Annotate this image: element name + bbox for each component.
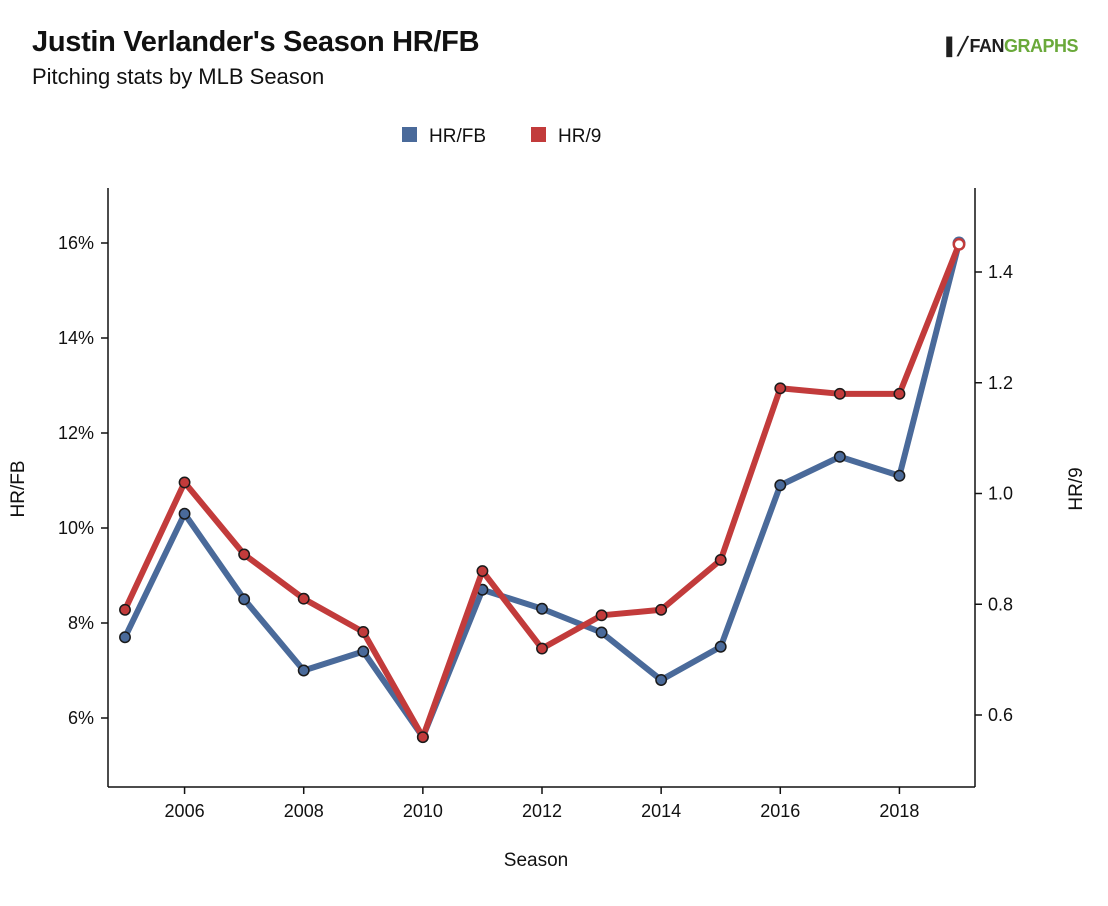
data-point-hr-9 (476, 565, 489, 577)
x-tick-label: 2016 (760, 801, 800, 821)
chart-title: Justin Verlander's Season HR/FB (32, 26, 480, 58)
data-point-hr-9 (119, 603, 131, 616)
y-right-tick-label: 1.4 (988, 262, 1013, 282)
data-point-hr-9 (893, 387, 906, 400)
data-point-hr-fb (893, 469, 906, 482)
fangraphs-logo: ▌╱ FAN GRAPHS (946, 36, 1078, 57)
data-point-hr-fb (655, 674, 668, 686)
legend-swatch-hr-fb (402, 127, 417, 142)
data-point-hr-fb (595, 626, 608, 639)
data-point-hr-9 (297, 592, 310, 605)
y-left-tick-label: 14% (58, 328, 94, 348)
axes: 2006 2008 2010 2012 2014 2016 2018 6% 8% 10% 12% 14… (58, 188, 1013, 821)
y-left-tick-label: 8% (68, 613, 94, 633)
series-line-hr-fb (122, 240, 962, 740)
legend-label-hr-fb: HR/FB (429, 126, 486, 147)
data-point-hr-9 (655, 603, 668, 616)
data-point-hr-fb (238, 593, 251, 606)
legend-swatch-hr-9 (531, 127, 546, 142)
y-left-tick-label: 6% (68, 708, 94, 728)
data-point-hr-fb (714, 640, 727, 653)
x-tick-label: 2018 (879, 801, 919, 821)
data-point-hr-fb (297, 664, 310, 677)
fangraphs-batter-icon: ▌╱ (946, 36, 968, 56)
data-point-hr-9 (595, 609, 608, 622)
data-point-hr-fb (536, 602, 548, 615)
x-tick-label: 2010 (403, 801, 443, 821)
x-axis-title: Season (504, 850, 568, 871)
y-left-tick-label: 10% (58, 518, 94, 538)
data-point-hr-9 (536, 642, 548, 655)
data-point-hr-fb (119, 631, 131, 644)
data-point-hr-9 (416, 731, 429, 744)
y-right-tick-label: 1.0 (988, 484, 1013, 504)
data-point-hr-9 (178, 476, 191, 489)
data-point-hr-9 (357, 625, 370, 638)
data-point-hr-9 (714, 554, 727, 566)
y-right-tick-label: 0.8 (988, 594, 1013, 614)
series-layer (119, 236, 966, 744)
legend: HR/FB HR/9 (402, 126, 601, 147)
y-axis-right-title: HR/9 (1066, 467, 1087, 510)
x-tick-label: 2008 (284, 801, 324, 821)
data-point-hr-9 (952, 237, 966, 251)
chart-subtitle: Pitching stats by MLB Season (32, 64, 325, 89)
data-point-hr-9 (238, 548, 251, 561)
x-tick-label: 2012 (522, 801, 562, 821)
series-line-hr-9 (122, 241, 962, 741)
data-point-hr-fb (774, 479, 787, 492)
legend-label-hr-9: HR/9 (558, 126, 601, 147)
data-point-hr-9 (833, 387, 846, 400)
data-point-hr-fb (357, 645, 370, 658)
data-point-hr-fb (178, 507, 191, 520)
y-left-tick-label: 12% (58, 423, 94, 443)
logo-text-fan: FAN (969, 36, 1004, 56)
y-axis-left-title: HR/FB (8, 461, 29, 518)
x-tick-label: 2006 (165, 801, 205, 821)
x-tick-label: 2014 (641, 801, 681, 821)
y-left-tick-label: 16% (58, 233, 94, 253)
y-right-tick-label: 0.6 (988, 705, 1013, 725)
axis-labels: Season HR/FB HR/9 (8, 461, 1087, 872)
logo-text-graphs: GRAPHS (1003, 36, 1079, 56)
data-point-hr-9 (774, 382, 787, 395)
y-right-tick-label: 1.2 (988, 373, 1013, 393)
data-point-hr-fb (833, 450, 846, 463)
